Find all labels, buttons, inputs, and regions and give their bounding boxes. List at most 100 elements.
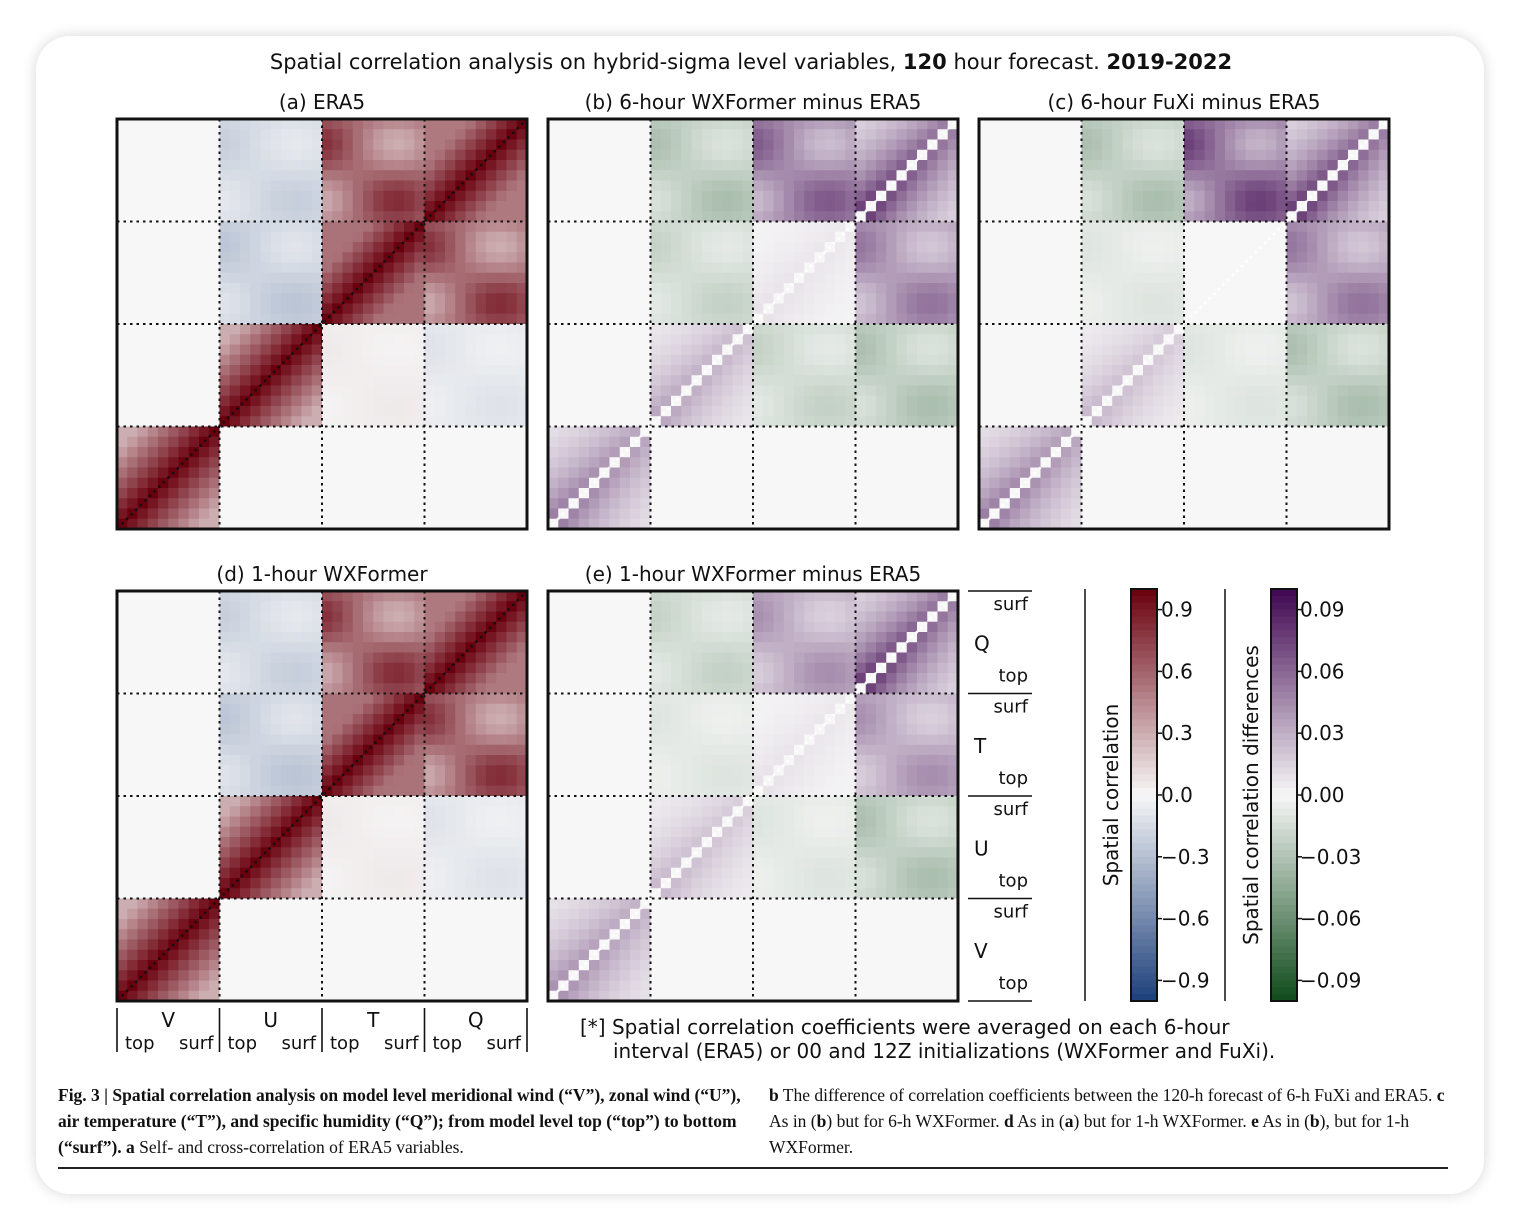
heatmap-cell <box>1245 344 1257 356</box>
heatmap-cell <box>1307 211 1318 223</box>
heatmap-cell <box>209 160 221 171</box>
heatmap-cell <box>322 149 333 161</box>
heatmap-cell <box>1307 324 1318 335</box>
heatmap-cell <box>352 231 364 243</box>
heatmap-cell <box>445 365 456 376</box>
heatmap-cell <box>475 119 487 130</box>
heatmap-cell <box>906 119 918 130</box>
heatmap-cell <box>609 518 621 530</box>
heatmap-cell <box>865 467 877 479</box>
heatmap-cell <box>270 221 282 233</box>
heatmap-cell <box>168 488 180 499</box>
heatmap-cell <box>855 324 867 335</box>
heatmap-cell <box>1266 139 1277 151</box>
heatmap-cell <box>311 211 323 223</box>
heatmap-cell <box>445 231 456 243</box>
heatmap-cell <box>1276 436 1288 448</box>
heatmap-cell <box>650 324 662 335</box>
heatmap-cell <box>824 272 836 284</box>
heatmap-cell <box>855 365 867 376</box>
heatmap-cell <box>763 211 775 223</box>
heatmap-cell <box>229 344 241 356</box>
heatmap-cell <box>117 221 128 233</box>
heatmap-cell <box>1143 354 1154 366</box>
heatmap-cell <box>137 139 149 151</box>
heatmap-cell <box>301 303 313 315</box>
heatmap-cell <box>1153 283 1165 294</box>
heatmap-cell <box>137 211 149 223</box>
heatmap-cell <box>383 365 395 376</box>
heatmap-cell <box>1337 129 1349 141</box>
heatmap-cell <box>1327 201 1339 212</box>
heatmap-cell <box>763 457 775 469</box>
heatmap-cell <box>373 477 385 489</box>
heatmap-cell <box>1020 508 1031 520</box>
heatmap-cell <box>589 488 600 499</box>
heatmap-cell <box>763 272 775 284</box>
heatmap-cell <box>599 344 611 356</box>
heatmap-cell <box>127 642 139 654</box>
heatmap-cell <box>1091 262 1103 274</box>
heatmap-cell <box>393 180 405 192</box>
heatmap-cell <box>1153 221 1165 233</box>
heatmap-cell <box>147 190 159 202</box>
heatmap-cell <box>742 406 754 417</box>
heatmap-cell <box>927 416 939 428</box>
heatmap-cell <box>455 436 467 448</box>
heatmap-cell <box>373 283 385 294</box>
heatmap-cell <box>660 221 672 233</box>
heatmap-cell <box>1040 498 1052 510</box>
heatmap-cell <box>342 426 354 438</box>
heatmap-cell <box>1030 365 1042 376</box>
heatmap-cell <box>1122 313 1134 325</box>
heatmap-cell <box>219 231 231 243</box>
heatmap-cell <box>291 591 303 602</box>
heatmap-cell <box>1091 180 1103 192</box>
heatmap-cell <box>1102 385 1113 397</box>
heatmap-cell <box>1266 385 1277 397</box>
heatmap-cell <box>1143 426 1154 438</box>
heatmap-cell <box>712 252 723 264</box>
heatmap-cell <box>199 313 210 325</box>
heatmap-cell <box>1143 477 1154 489</box>
heatmap-cell <box>886 406 898 417</box>
heatmap-cell <box>865 160 877 171</box>
heatmap-cell <box>558 426 570 438</box>
heatmap-cell <box>753 324 764 335</box>
heatmap-cell <box>783 395 795 407</box>
heatmap-cell <box>373 324 385 335</box>
heatmap-cell <box>722 406 734 417</box>
heatmap-cell <box>937 395 949 407</box>
heatmap-cell <box>732 518 744 530</box>
heatmap-cell <box>1020 119 1031 130</box>
heatmap-cell <box>1378 334 1390 346</box>
heatmap-cell <box>383 119 395 130</box>
heatmap-cell <box>1102 436 1113 448</box>
heatmap-cell <box>701 508 713 520</box>
heatmap-cell <box>240 365 251 376</box>
heatmap-cell <box>876 180 887 192</box>
heatmap-cell <box>865 129 877 141</box>
heatmap-cell <box>783 242 795 253</box>
heatmap-cell <box>158 508 169 520</box>
heatmap-cell <box>650 477 662 489</box>
heatmap-cell <box>147 395 159 407</box>
heatmap-cell <box>886 447 898 458</box>
heatmap-cell <box>681 354 693 366</box>
heatmap-cell <box>1327 262 1339 274</box>
heatmap-cell <box>445 170 456 182</box>
heatmap-cell <box>188 170 200 182</box>
heatmap-cell <box>855 272 867 284</box>
heatmap-cell <box>1296 477 1308 489</box>
suptitle-part-2: 120 <box>903 50 947 74</box>
heatmap-cell <box>127 488 139 499</box>
heatmap-cell <box>373 272 385 284</box>
heatmap-cell <box>599 272 611 284</box>
heatmap-cell <box>455 293 467 305</box>
heatmap-cell <box>609 211 621 223</box>
heatmap-cell <box>383 436 395 448</box>
heatmap-cell <box>763 436 775 448</box>
heatmap-cell <box>260 160 272 171</box>
heatmap-cell <box>917 426 928 438</box>
heatmap-cell <box>691 252 703 264</box>
